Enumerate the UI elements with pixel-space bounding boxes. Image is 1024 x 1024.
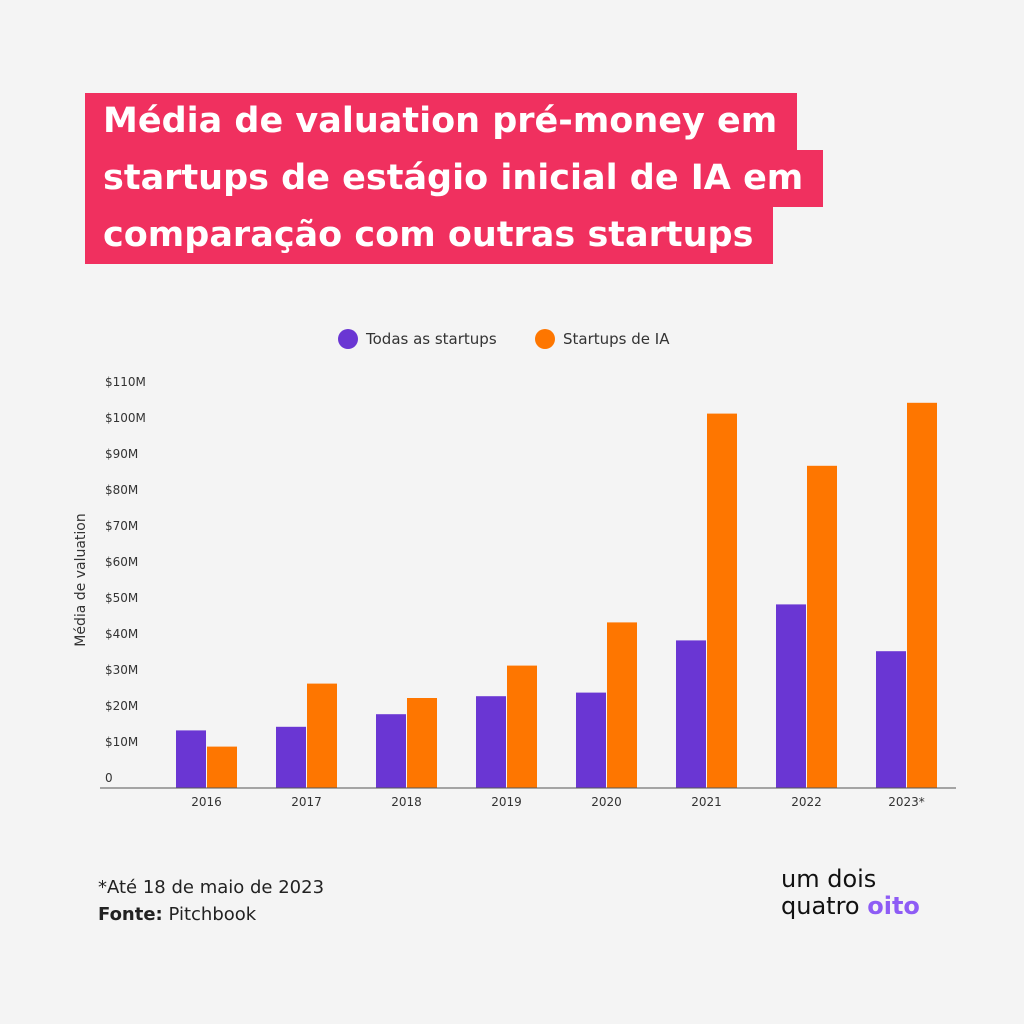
y-tick-label: $60M — [105, 555, 138, 569]
logo-line-2: quatro oito — [781, 893, 920, 920]
y-tick-label: $20M — [105, 699, 138, 713]
legend-swatch — [338, 329, 358, 349]
bar-todas-as-startups-2019 — [476, 696, 506, 788]
brand-logo: um dois quatro oito — [781, 866, 920, 920]
bar-startups-de-ia-2017 — [307, 683, 337, 788]
y-tick-label: $100M — [105, 411, 146, 425]
x-tick-label: 2019 — [491, 795, 522, 809]
x-tick-label: 2021 — [691, 795, 722, 809]
bar-todas-as-startups-2016 — [176, 730, 206, 788]
bar-startups-de-ia-2019 — [507, 665, 537, 788]
y-tick-label: $50M — [105, 591, 138, 605]
title-line-1: Média de valuation pré-money em — [85, 93, 798, 150]
x-tick-label: 2018 — [391, 795, 422, 809]
y-tick-label: $30M — [105, 663, 138, 677]
chart-title: Média de valuation pré-money em startups… — [85, 93, 824, 264]
y-tick-label: $80M — [105, 483, 138, 497]
bar-todas-as-startups-2022 — [776, 604, 806, 788]
bar-startups-de-ia-2020 — [607, 622, 637, 788]
footnote-note: *Até 18 de maio de 2023 — [98, 877, 325, 898]
x-tick-label: 2017 — [291, 795, 322, 809]
title-line-3: comparação com outras startups — [85, 207, 774, 264]
bar-todas-as-startups-2021 — [676, 640, 706, 788]
logo-word-oito: oito — [867, 892, 920, 920]
source-value: Pitchbook — [168, 904, 257, 925]
y-tick-label: $10M — [105, 735, 138, 749]
y-tick-label: $90M — [105, 447, 138, 461]
footnote-source: Fonte: Pitchbook — [98, 901, 324, 928]
bar-startups-de-ia-2023 — [907, 402, 937, 788]
title-line-2: startups de estágio inicial de IA em — [85, 150, 824, 207]
y-axis-label: Média de valuation — [73, 513, 89, 646]
x-tick-label: 2020 — [591, 795, 622, 809]
footnote: *Até 18 de maio de 2023 Fonte: Pitchbook — [98, 874, 324, 928]
bar-startups-de-ia-2021 — [707, 413, 737, 788]
legend-label: Startups de IA — [563, 330, 670, 348]
bar-todas-as-startups-2018 — [376, 714, 406, 788]
bar-todas-as-startups-2017 — [276, 726, 306, 788]
y-tick-label: $40M — [105, 627, 138, 641]
bar-todas-as-startups-2023 — [876, 651, 906, 788]
logo-word-quatro: quatro — [781, 892, 860, 920]
source-label: Fonte: — [98, 904, 163, 925]
bar-startups-de-ia-2016 — [207, 746, 237, 788]
y-tick-label: 0 — [105, 771, 113, 785]
x-tick-label: 2023* — [888, 795, 925, 809]
x-tick-label: 2016 — [191, 795, 222, 809]
bar-todas-as-startups-2020 — [576, 692, 606, 788]
y-tick-label: $110M — [105, 375, 146, 389]
bar-startups-de-ia-2022 — [807, 465, 837, 788]
legend-swatch — [535, 329, 555, 349]
bar-startups-de-ia-2018 — [407, 698, 437, 788]
legend-label: Todas as startups — [365, 330, 497, 348]
logo-line-1: um dois — [781, 865, 877, 893]
y-tick-label: $70M — [105, 519, 138, 533]
x-tick-label: 2022 — [791, 795, 822, 809]
